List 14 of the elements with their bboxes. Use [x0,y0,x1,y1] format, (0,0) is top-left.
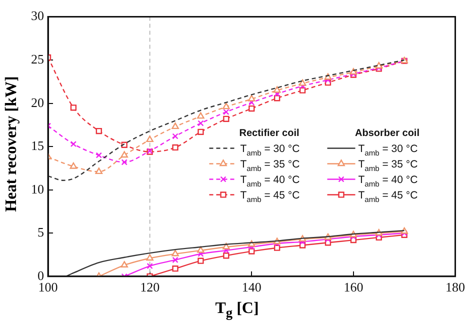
x-tick-label: 160 [344,280,364,295]
y-tick-label: 25 [31,51,44,66]
x-tick-label: 120 [140,280,160,295]
y-tick-label: 5 [38,224,44,240]
y-tick-label: 10 [31,181,44,196]
y-axis-title: Heat recovery [kW] [3,75,21,214]
y-tick-label: 15 [31,138,44,154]
x-tick-label: 140 [242,280,262,295]
x-axis-title: T$_{g}$ [C] [214,300,260,322]
annotation: Rectifier coil [239,128,300,140]
y-tick-label: 30 [31,8,44,24]
annotation: Absorber coil [355,128,420,140]
x-tick-label: 180 [446,280,465,295]
y-tick-label: 20 [31,94,44,110]
